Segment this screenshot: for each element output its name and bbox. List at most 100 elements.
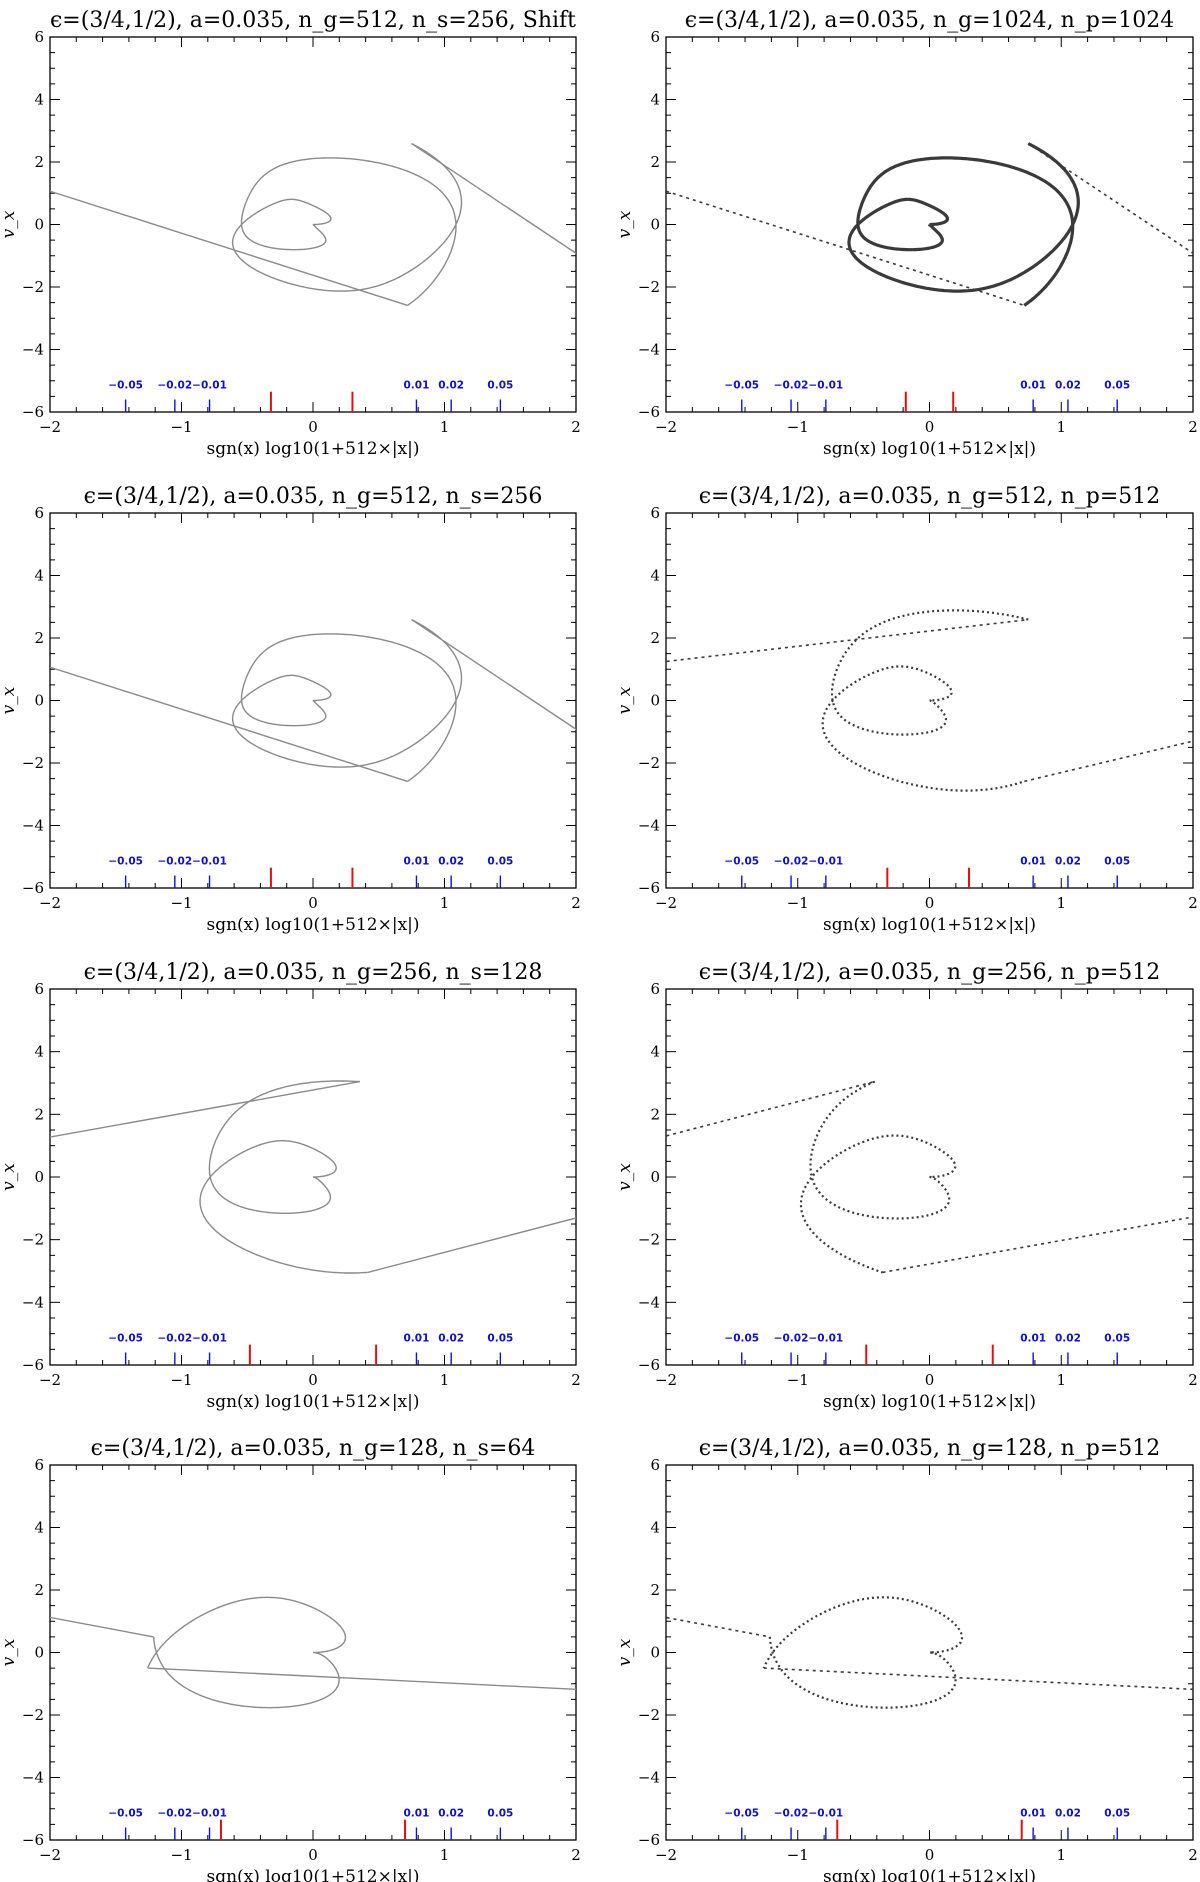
blue-position-label: −0.02 — [774, 1808, 809, 1820]
blue-position-label: −0.01 — [192, 1333, 227, 1345]
phase-space-sheet-tail — [50, 1080, 361, 1138]
blue-position-label: 0.01 — [1020, 380, 1046, 392]
y-axis-label: v_x — [0, 686, 19, 714]
x-axis-label: sgn(x) log10(1+512×|x|) — [206, 915, 419, 935]
x-tick-label: −1 — [787, 1371, 809, 1389]
phase-space-particles-tail — [666, 1080, 875, 1137]
x-tick-label: 0 — [925, 1371, 935, 1389]
x-tick-label: −2 — [655, 1371, 677, 1389]
plot-frame — [665, 512, 1194, 889]
phase-space-particles-tail — [882, 1216, 1193, 1274]
blue-position-label: 0.01 — [403, 856, 429, 868]
blue-position-label: 0.05 — [487, 1333, 513, 1345]
phase-space-sheet-tail — [147, 1667, 576, 1691]
phase-space-sheet-tail — [50, 666, 408, 783]
blue-position-label: −0.05 — [108, 1808, 143, 1820]
chart-panel-6: ϵ=(3/4,1/2), a=0.035, n_g=256, n_p=512 −2… — [615, 960, 1198, 1412]
blue-position-label: −0.02 — [774, 856, 809, 868]
blue-position-label: 0.05 — [1104, 380, 1130, 392]
y-tick-label: 2 — [34, 153, 44, 171]
panel-title: ϵ=(3/4,1/2), a=0.035, n_g=1024, n_p=1024 — [685, 8, 1175, 33]
y-tick-label: −2 — [22, 1231, 44, 1249]
y-tick-label: 0 — [34, 1168, 44, 1186]
panel-title: ϵ=(3/4,1/2), a=0.035, n_g=512, n_p=512 — [699, 484, 1161, 509]
y-axis-label: v_x — [0, 1638, 19, 1666]
blue-position-label: −0.05 — [108, 1333, 143, 1345]
blue-position-label: −0.05 — [724, 856, 759, 868]
phase-space-sheet-tail — [50, 1616, 154, 1638]
x-tick-label: 2 — [571, 418, 581, 436]
y-tick-label: 4 — [34, 1043, 44, 1061]
y-tick-label: 0 — [650, 216, 660, 234]
chart-panel-4: ϵ=(3/4,1/2), a=0.035, n_g=512, n_p=512 −2… — [615, 484, 1198, 935]
y-tick-label: −6 — [22, 879, 44, 897]
blue-position-label: −0.05 — [108, 856, 143, 868]
y-tick-label: −2 — [638, 1706, 660, 1724]
x-tick-label: 2 — [1188, 1371, 1198, 1389]
y-tick-label: −4 — [22, 1769, 44, 1787]
blue-position-label: 0.05 — [487, 1808, 513, 1820]
phase-space-particles — [762, 1596, 964, 1709]
x-tick-label: 0 — [308, 1371, 318, 1389]
data-layer — [666, 142, 1193, 307]
phase-space-particles — [821, 609, 1029, 792]
blue-position-label: 0.01 — [1020, 1333, 1046, 1345]
y-tick-label: −4 — [22, 1293, 44, 1311]
phase-space-sheet — [147, 1596, 347, 1709]
x-tick-label: 1 — [1056, 894, 1066, 912]
y-tick-label: −4 — [638, 341, 660, 359]
axis-ticks — [49, 512, 577, 889]
x-tick-label: −2 — [655, 418, 677, 436]
blue-position-label: 0.02 — [438, 856, 464, 868]
x-tick-label: −2 — [39, 418, 61, 436]
blue-position-label: 0.05 — [487, 856, 513, 868]
y-tick-label: 6 — [650, 1456, 660, 1474]
y-tick-label: −2 — [22, 754, 44, 772]
blue-position-label: −0.02 — [157, 1808, 192, 1820]
data-layer — [666, 1596, 1193, 1709]
phase-space-particles-tail — [666, 618, 1029, 663]
y-tick-label: −6 — [638, 403, 660, 421]
blue-position-label: 0.02 — [438, 380, 464, 392]
blue-position-label: 0.01 — [1020, 1808, 1046, 1820]
blue-position-label: 0.01 — [403, 1808, 429, 1820]
panel-title: ϵ=(3/4,1/2), a=0.035, n_g=256, n_s=128 — [84, 960, 543, 985]
y-tick-label: −4 — [638, 1293, 660, 1311]
blue-position-label: 0.02 — [1055, 1333, 1081, 1345]
axis-ticks — [49, 36, 577, 413]
blue-position-label: −0.02 — [157, 380, 192, 392]
blue-position-label: −0.01 — [192, 856, 227, 868]
y-axis-label: v_x — [0, 1163, 19, 1191]
phase-space-particles — [847, 142, 1080, 307]
x-tick-label: 0 — [925, 418, 935, 436]
y-tick-label: 6 — [650, 980, 660, 998]
x-tick-label: 1 — [1056, 1846, 1066, 1864]
y-tick-label: −2 — [638, 1231, 660, 1249]
x-tick-label: 1 — [440, 418, 450, 436]
blue-position-label: −0.01 — [192, 1808, 227, 1820]
y-tick-label: −2 — [22, 1706, 44, 1724]
chart-panel-7: ϵ=(3/4,1/2), a=0.035, n_g=128, n_s=64−2−… — [0, 1436, 581, 1882]
chart-panel-8: ϵ=(3/4,1/2), a=0.035, n_g=128, n_p=512 −2… — [615, 1436, 1198, 1882]
y-tick-label: 0 — [650, 1644, 660, 1662]
x-axis-label: sgn(x) log10(1+512×|x|) — [823, 439, 1036, 459]
blue-position-label: −0.01 — [808, 1808, 843, 1820]
data-layer — [50, 1596, 576, 1709]
axis-ticks — [665, 512, 1194, 889]
y-tick-label: 6 — [34, 28, 44, 46]
phase-space-sheet-tail — [367, 1217, 576, 1274]
phase-space-sheet — [199, 1080, 368, 1274]
blue-position-label: −0.01 — [808, 380, 843, 392]
x-tick-label: 2 — [571, 1846, 581, 1864]
x-tick-label: −1 — [170, 418, 192, 436]
data-layer — [50, 1080, 576, 1274]
y-tick-label: −6 — [22, 1831, 44, 1849]
x-tick-label: 0 — [925, 894, 935, 912]
phase-space-sheet — [231, 142, 463, 306]
y-tick-label: 2 — [34, 1581, 44, 1599]
y-tick-label: 0 — [34, 1644, 44, 1662]
x-tick-label: −1 — [170, 894, 192, 912]
panel-title: ϵ=(3/4,1/2), a=0.035, n_g=512, n_s=256, … — [50, 8, 576, 33]
data-layer — [666, 1080, 1193, 1274]
x-tick-label: −1 — [787, 1846, 809, 1864]
